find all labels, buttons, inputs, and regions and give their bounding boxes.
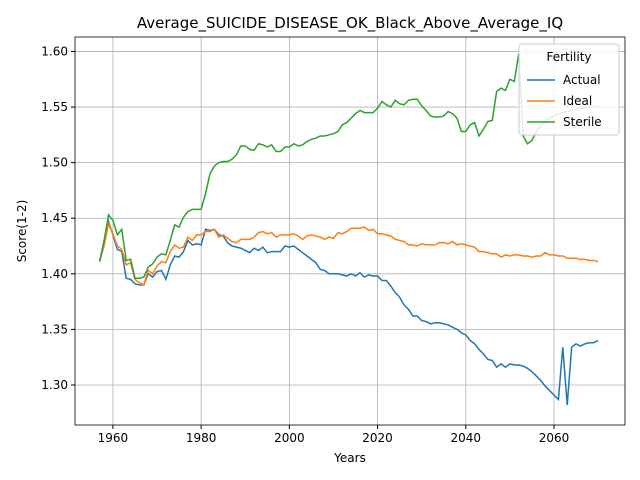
y-tick-label: 1.55: [41, 100, 68, 114]
legend-label: Ideal: [563, 94, 592, 108]
x-tick-label: 2060: [539, 431, 570, 445]
x-tick-label: 1980: [186, 431, 217, 445]
line-series: [98, 221, 599, 286]
y-tick-label: 1.60: [41, 44, 68, 58]
y-tick-label: 1.30: [41, 378, 68, 392]
x-tick-label: 2000: [274, 431, 305, 445]
y-tick-label: 1.45: [41, 211, 68, 225]
y-tick-label: 1.50: [41, 156, 68, 170]
chart-title: Average_SUICIDE_DISEASE_OK_Black_Above_A…: [137, 14, 563, 33]
legend-label: Actual: [563, 73, 601, 87]
y-tick-label: 1.35: [41, 322, 68, 336]
y-tick-label: 1.40: [41, 267, 68, 281]
line-series: [98, 218, 599, 406]
legend-label: Sterile: [563, 115, 602, 129]
x-tick-label: 2040: [451, 431, 482, 445]
y-axis-label: Score(1-2): [15, 200, 29, 263]
plot-frame: [74, 36, 626, 426]
legend-title: Fertility: [546, 50, 591, 64]
legend-box: [518, 43, 620, 136]
x-tick-label: 2020: [362, 431, 393, 445]
line-series: [98, 53, 599, 279]
x-tick-label: 1960: [98, 431, 129, 445]
x-axis-label: Years: [333, 451, 366, 465]
